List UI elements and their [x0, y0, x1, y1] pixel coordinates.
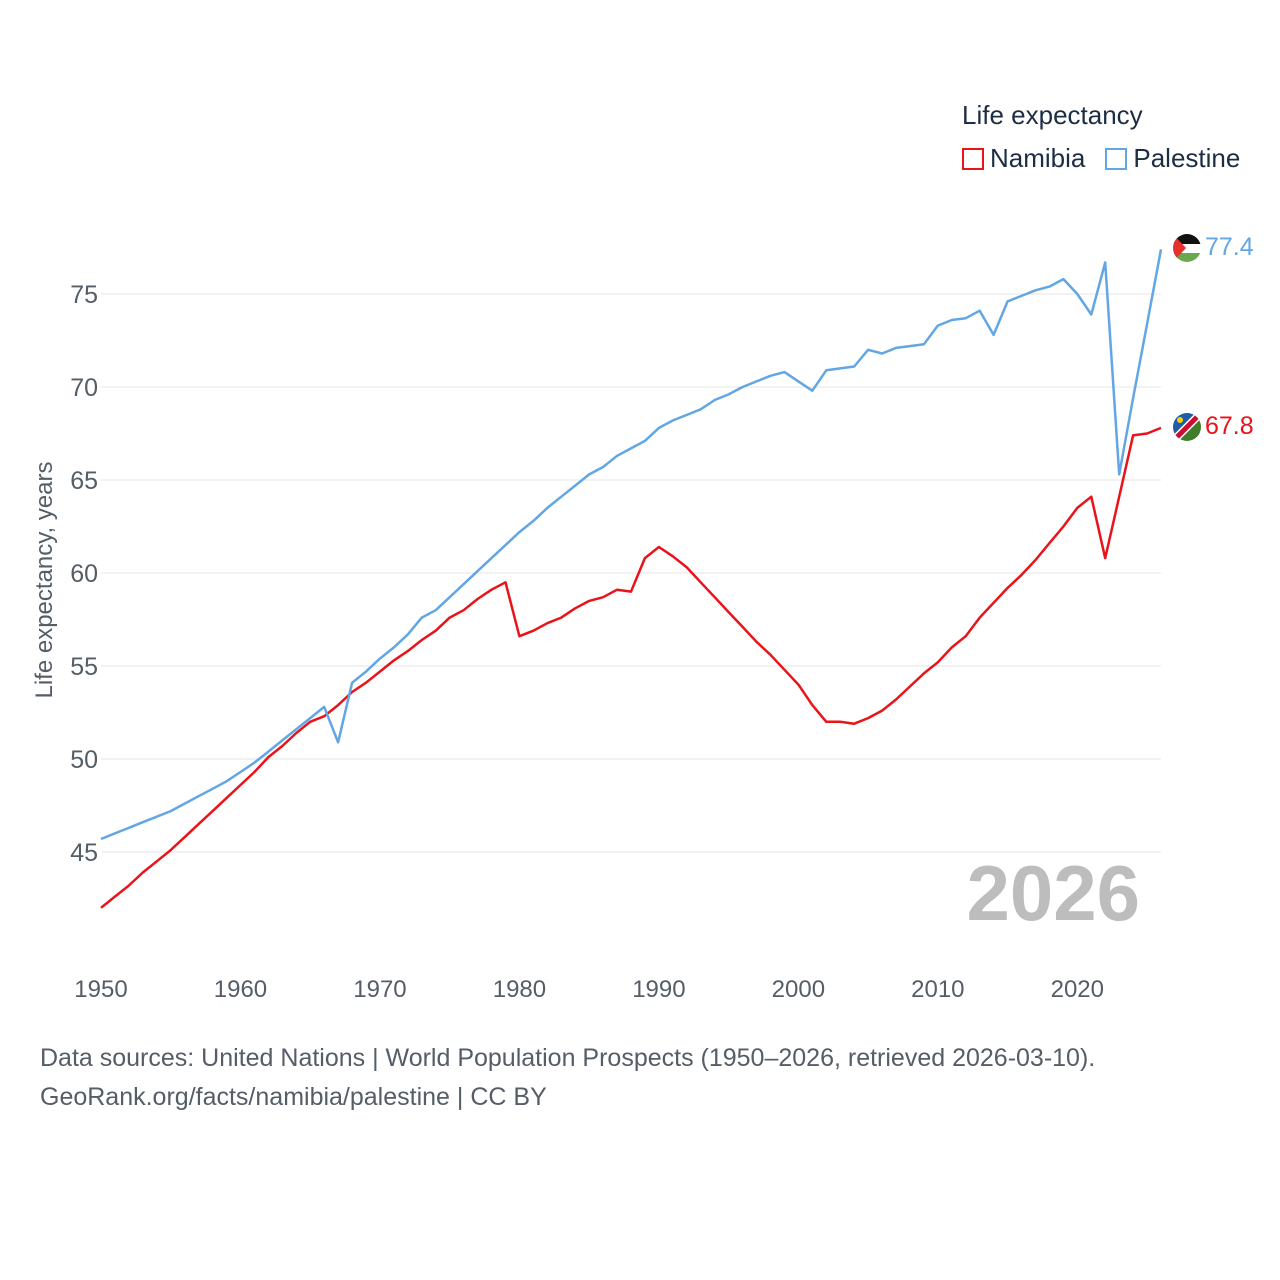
x-tick-label: 2000 [772, 976, 825, 1003]
y-tick-label: 60 [70, 560, 98, 588]
x-tick-label: 1990 [632, 976, 685, 1003]
palestine-end-value: 77.4 [1205, 233, 1254, 261]
legend: Namibia Palestine [962, 143, 1240, 174]
series-line-palestine[interactable] [100, 249, 1163, 841]
source-link[interactable]: GeoRank.org/facts/namibia/palestine | CC… [40, 1083, 547, 1111]
y-tick-label: 45 [70, 839, 98, 867]
legend-swatch-namibia [962, 147, 984, 170]
legend-label-namibia: Namibia [990, 143, 1086, 173]
year-label: 2026 [966, 849, 1140, 937]
y-axis-label: Life expectancy, years [31, 461, 58, 698]
legend-label-palestine: Palestine [1133, 143, 1241, 173]
y-tick-label: 55 [70, 653, 98, 681]
legend-item-palestine[interactable]: Palestine [1105, 143, 1240, 174]
x-tick-label: 1980 [493, 976, 546, 1003]
y-axis-ticks: 45 50 55 60 65 70 75 [70, 281, 98, 867]
y-tick-label: 75 [70, 281, 98, 309]
grid [101, 293, 1161, 853]
legend-swatch-palestine [1105, 147, 1128, 170]
x-tick-label: 2020 [1051, 976, 1104, 1003]
x-tick-label: 2010 [911, 976, 964, 1003]
namibia-end-value: 67.8 [1205, 412, 1254, 440]
palestine-flag-icon [1173, 234, 1201, 262]
series-lines [100, 249, 1163, 909]
y-tick-label: 65 [70, 467, 98, 495]
x-tick-label: 1960 [214, 976, 267, 1003]
x-tick-label: 1950 [74, 976, 127, 1003]
x-axis-ticks: 1950 1960 1970 1980 1990 2000 2010 2020 [74, 976, 1104, 1003]
namibia-flag-icon [1173, 413, 1201, 441]
data-source-text: Data sources: United Nations | World Pop… [40, 1044, 1096, 1072]
series-line-namibia[interactable] [100, 426, 1162, 909]
legend-title: Life expectancy [962, 100, 1143, 130]
legend-item-namibia[interactable]: Namibia [962, 143, 1085, 174]
y-tick-label: 50 [70, 746, 98, 774]
y-tick-label: 70 [70, 374, 98, 402]
x-tick-label: 1970 [353, 976, 406, 1003]
